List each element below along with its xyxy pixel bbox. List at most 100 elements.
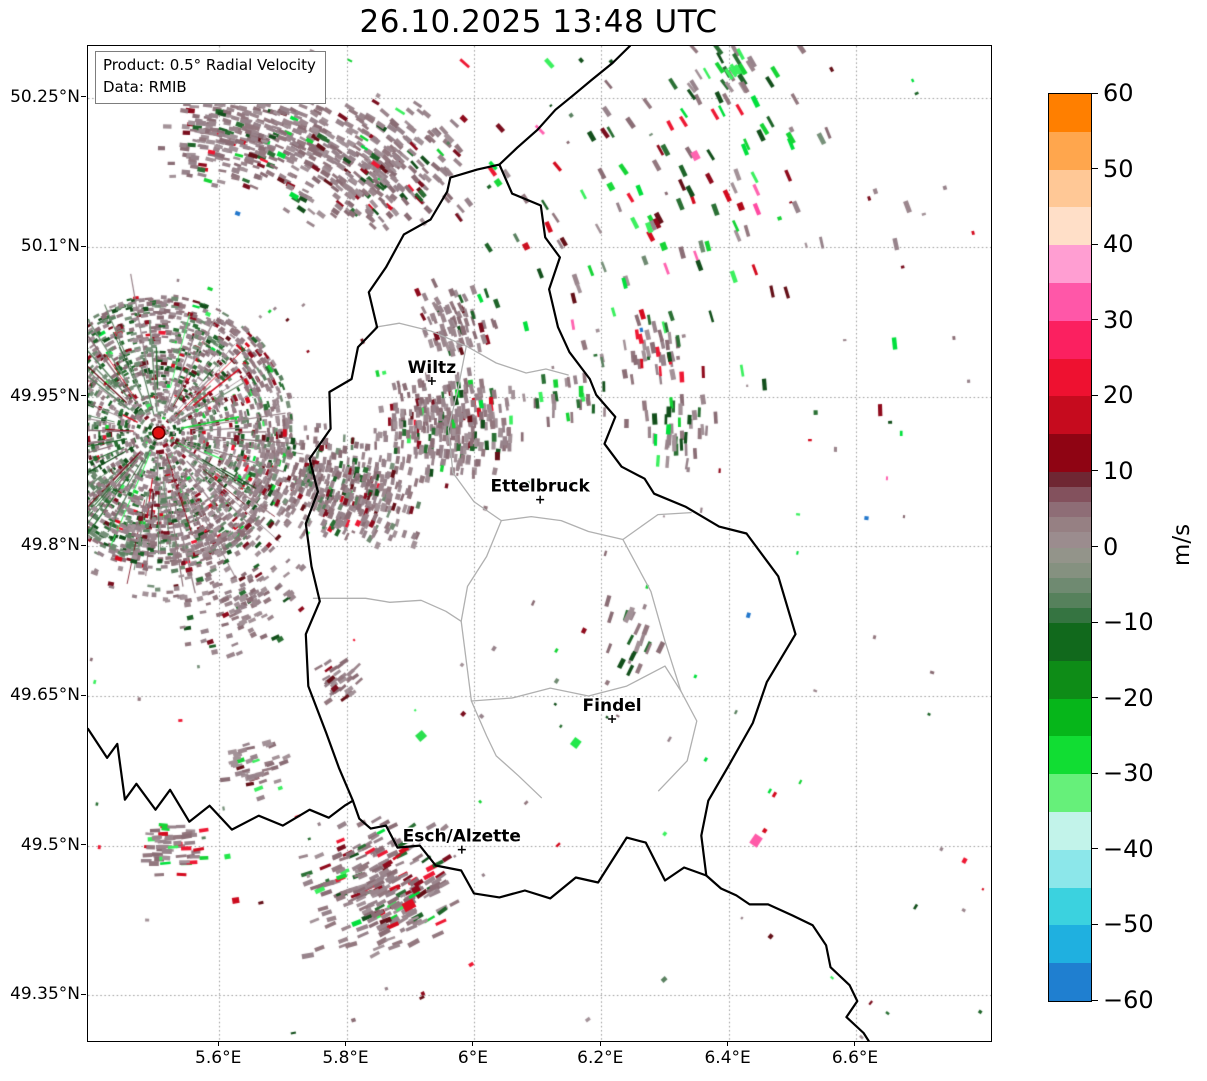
lat-tick-mark <box>81 395 86 397</box>
lat-tick-mark <box>81 544 86 546</box>
map-plot: Wiltz Ettelbruck Findel Esch/Alzette Produc… <box>87 45 992 1042</box>
colorbar-band <box>1049 320 1091 360</box>
colorbar-tick-mark <box>1091 848 1098 850</box>
lat-tick-mark <box>81 694 86 696</box>
district-border <box>470 665 682 702</box>
colorbar-tick-label: −60 <box>1103 986 1154 1014</box>
colorbar-band <box>1049 471 1091 488</box>
colorbar-tick-mark <box>1091 621 1098 623</box>
lon-tick-label: 5.6°E <box>195 1048 242 1068</box>
map-borders-overlay: Wiltz Ettelbruck Findel Esch/Alzette <box>88 46 870 1041</box>
colorbar-band <box>1049 532 1091 549</box>
colorbar-tick-label: 50 <box>1103 154 1134 183</box>
colorbar-band <box>1049 736 1091 775</box>
radar-site-marker <box>151 426 166 440</box>
data-source-label: Data: RMIB <box>103 77 187 96</box>
colorbar-band <box>1049 282 1091 322</box>
country-border <box>304 163 797 900</box>
lat-tick-mark <box>81 245 86 247</box>
colorbar-tick-mark <box>1091 546 1098 547</box>
colorbar-band <box>1049 434 1091 473</box>
district-border <box>447 345 467 474</box>
lat-tick-mark <box>81 993 86 995</box>
lat-tick-label: 49.35°N <box>10 984 80 1005</box>
colorbar-band <box>1049 849 1091 889</box>
radar-echo-canvas <box>88 46 991 1041</box>
colorbar-band <box>1049 131 1091 171</box>
city-label: Esch/Alzette <box>403 827 521 847</box>
colorbar-tick-mark <box>1091 923 1098 925</box>
colorbar-tick-label: −20 <box>1103 683 1154 712</box>
colorbar-band <box>1049 607 1091 624</box>
colorbar-tick-label: −30 <box>1103 759 1154 788</box>
lon-tick-mark <box>345 1041 347 1046</box>
colorbar-band <box>1049 207 1091 246</box>
colorbar-band <box>1049 169 1091 208</box>
colorbar-tick-label: 40 <box>1103 230 1134 259</box>
country-border <box>88 727 354 831</box>
city-marker <box>427 376 436 385</box>
city-marker <box>608 714 617 723</box>
colorbar-tick-label: 0 <box>1103 532 1119 561</box>
colorbar <box>1048 93 1092 1002</box>
colorbar-band <box>1049 502 1091 518</box>
colorbar-tick-mark <box>1091 772 1098 774</box>
lat-tick-label: 49.65°N <box>10 685 80 706</box>
colorbar-band <box>1049 94 1091 133</box>
lat-tick-mark <box>81 844 86 846</box>
colorbar-tick-mark <box>1091 168 1098 170</box>
colorbar-tick-mark <box>1091 999 1098 1001</box>
lon-tick-label: 6.2°E <box>577 1048 624 1068</box>
country-border <box>498 46 631 166</box>
figure-title: 26.10.2025 13:48 UTC <box>359 4 718 40</box>
colorbar-tick-mark <box>1091 470 1098 472</box>
lat-tick-label: 49.8°N <box>20 535 80 556</box>
colorbar-tick-label: 30 <box>1103 305 1134 334</box>
lon-tick-label: 6.4°E <box>704 1048 751 1068</box>
colorbar-band <box>1049 925 1091 964</box>
colorbar-tick-label: 10 <box>1103 456 1134 485</box>
colorbar-band <box>1049 660 1091 700</box>
colorbar-tick-label: −40 <box>1103 834 1154 863</box>
colorbar-tick-mark <box>1091 394 1098 396</box>
city-marker <box>536 495 545 504</box>
colorbar-band <box>1049 358 1091 397</box>
colorbar-tick-label: 60 <box>1103 79 1134 107</box>
lat-tick-label: 50.25°N <box>10 86 80 107</box>
lat-tick-label: 49.95°N <box>10 385 80 406</box>
colorbar-band <box>1049 517 1091 533</box>
lon-tick-label: 5.8°E <box>322 1048 369 1068</box>
lon-tick-mark <box>599 1041 601 1046</box>
colorbar-band <box>1049 245 1091 284</box>
lon-tick-label: 6.6°E <box>831 1048 879 1068</box>
district-border <box>460 519 502 622</box>
colorbar-tick-mark <box>1091 319 1098 321</box>
product-label: Product: 0.5° Radial Velocity <box>103 56 316 74</box>
country-border <box>705 874 870 1041</box>
colorbar-tick-mark <box>1091 243 1098 245</box>
lon-tick-mark <box>854 1041 856 1046</box>
lat-tick-label: 49.5°N <box>20 834 80 855</box>
lon-tick-label: 6°E <box>457 1048 488 1068</box>
lat-tick-mark <box>81 96 86 98</box>
product-info-box: Product: 0.5° Radial Velocity Data: RMIB <box>95 51 326 104</box>
district-border <box>374 322 569 376</box>
colorbar-tick-mark <box>1091 92 1098 94</box>
colorbar-band <box>1049 592 1091 609</box>
city-label: Wiltz <box>408 358 457 378</box>
colorbar-band <box>1049 887 1091 927</box>
colorbar-band <box>1049 623 1091 662</box>
colorbar-tick-mark <box>1091 697 1098 699</box>
colorbar-band <box>1049 774 1091 813</box>
colorbar-band <box>1049 487 1091 503</box>
colorbar-band <box>1049 547 1091 564</box>
lon-tick-mark <box>472 1041 474 1046</box>
district-border <box>452 472 692 541</box>
colorbar-band <box>1049 396 1091 435</box>
lat-tick-label: 50.1°N <box>20 236 80 257</box>
colorbar-band <box>1049 698 1091 738</box>
colorbar-unit-label: m/s <box>1169 523 1195 567</box>
lon-tick-mark <box>727 1041 729 1046</box>
colorbar-band <box>1049 812 1091 851</box>
